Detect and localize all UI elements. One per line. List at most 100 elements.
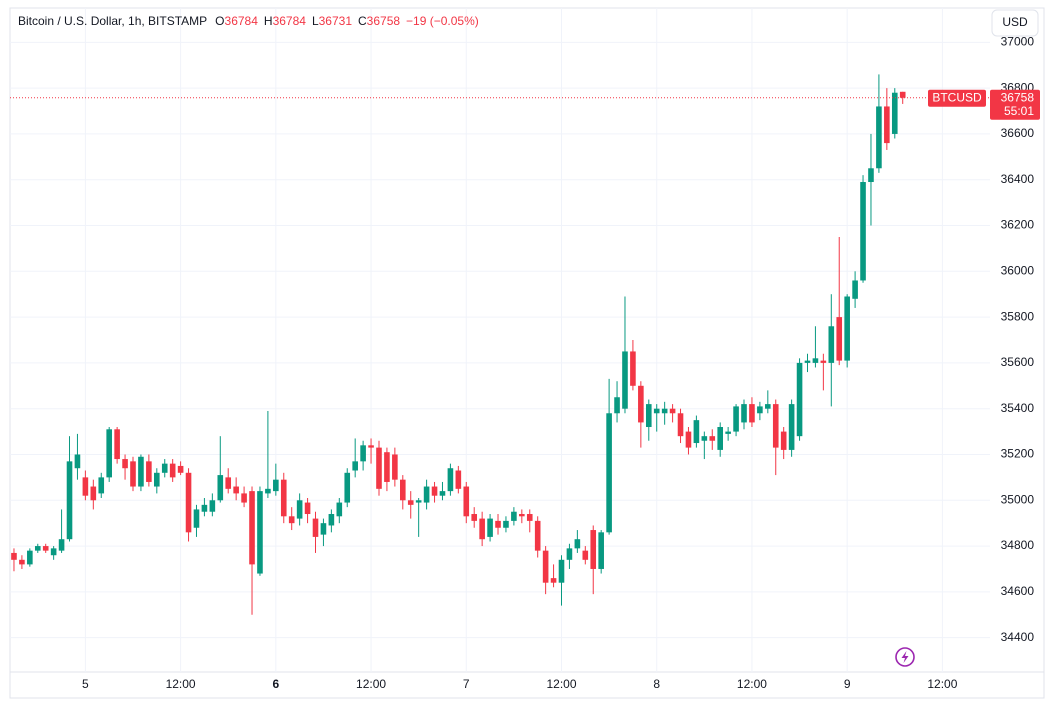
y-tick-label: 35200: [1001, 447, 1035, 461]
candle-body: [138, 456, 144, 487]
candle-body: [757, 406, 763, 414]
candle-body: [463, 486, 470, 517]
candle-body: [98, 477, 105, 494]
candle-body: [257, 491, 263, 574]
o-value: 36784: [225, 14, 259, 28]
candle-body: [788, 404, 795, 450]
y-tick-label: 35800: [1001, 309, 1035, 323]
candle-body: [66, 461, 73, 540]
candle-body: [661, 408, 668, 414]
candle-body: [328, 514, 335, 526]
candle-body: [519, 514, 525, 517]
candle-body: [542, 550, 549, 583]
candle-body: [669, 408, 676, 414]
candle-body: [352, 461, 358, 471]
y-tick-label: 35000: [1001, 492, 1035, 506]
currency-button[interactable]: USD: [991, 9, 1039, 37]
candle-body: [439, 491, 446, 496]
candle-body: [828, 326, 835, 363]
icon-bolt[interactable]: [901, 651, 909, 663]
candles: [11, 74, 906, 615]
legend-header: Bitcoin / U.S. Dollar, 1h, BITSTAMP O3678…: [18, 14, 479, 28]
h-label: H: [264, 14, 273, 28]
candle-body: [161, 463, 168, 473]
candle-body: [407, 500, 414, 505]
candle-body: [891, 92, 898, 134]
y-tick-label: 36200: [1001, 218, 1035, 232]
candle-body: [193, 509, 200, 528]
candle-body: [27, 550, 33, 565]
x-tick-label: 12:00: [546, 677, 576, 691]
candle-body: [630, 351, 636, 386]
y-tick-label: 35400: [1001, 401, 1035, 415]
candle-body: [526, 514, 533, 521]
candle-body: [606, 413, 612, 533]
c-label: C: [358, 14, 367, 28]
candle-body: [114, 429, 120, 460]
candle-body: [772, 404, 779, 448]
x-tick-label: 7: [463, 677, 470, 691]
candle-body: [471, 514, 478, 521]
candle-body: [741, 404, 747, 423]
candle-body: [487, 518, 493, 537]
candle-body: [74, 454, 81, 469]
candle-body: [344, 472, 351, 503]
candle-body: [146, 461, 152, 482]
candle-body: [58, 539, 65, 551]
candle-body: [225, 477, 232, 489]
candle-body: [614, 397, 620, 414]
candle-body: [19, 559, 25, 565]
c-value: 36758: [367, 14, 401, 28]
candle-body: [685, 431, 692, 448]
candle-body: [431, 486, 438, 496]
candle-body: [415, 500, 422, 503]
candle-body: [733, 406, 739, 432]
price-tag-bg: [990, 89, 1040, 120]
candle-body: [860, 182, 866, 281]
candle-body: [241, 493, 247, 503]
candle-body: [320, 523, 327, 535]
x-tick-label: 12:00: [927, 677, 957, 691]
l-label: L: [312, 14, 319, 28]
candle-body: [622, 351, 628, 409]
candle-body: [511, 511, 517, 521]
change: −19 (−0.05%): [406, 14, 479, 28]
x-tick-label: 8: [653, 677, 660, 691]
symbol-tag: BTCUSD: [932, 90, 982, 104]
chart-frame: [9, 7, 1045, 699]
currency-button-bg[interactable]: [991, 9, 1039, 37]
candle-body: [265, 488, 271, 494]
candle-body: [884, 106, 890, 144]
candle-body: [725, 431, 731, 434]
candle-body: [495, 520, 501, 528]
candle-body: [304, 502, 311, 515]
candle-body: [11, 552, 17, 560]
candle-body: [217, 475, 224, 501]
candle-body: [423, 486, 430, 503]
candle-body: [558, 559, 565, 583]
candle-body: [209, 500, 216, 512]
candle-body: [653, 408, 660, 414]
candle-body: [399, 479, 406, 501]
candle-body: [899, 91, 906, 98]
candle-body: [368, 445, 374, 448]
y-tick-label: 34400: [1001, 630, 1035, 644]
currency-label[interactable]: USD: [1002, 15, 1028, 29]
candle-body: [765, 404, 771, 409]
x-tick-label: 12:00: [356, 677, 386, 691]
x-tick-label: 12:00: [737, 677, 767, 691]
o-label: O: [215, 14, 224, 28]
candle-body: [844, 296, 850, 361]
symbol: Bitcoin / U.S. Dollar, 1h, BITSTAMP: [18, 14, 207, 28]
candle-body: [566, 548, 573, 560]
candle-body: [677, 413, 684, 437]
candle-body: [384, 452, 390, 482]
candle-body: [638, 385, 644, 423]
candle-body: [154, 472, 160, 487]
y-tick-label: 35600: [1001, 355, 1035, 369]
y-tick-label: 36400: [1001, 172, 1035, 186]
candle-body: [479, 518, 485, 540]
lightning-icon[interactable]: [895, 647, 915, 667]
candle-body: [598, 532, 604, 569]
